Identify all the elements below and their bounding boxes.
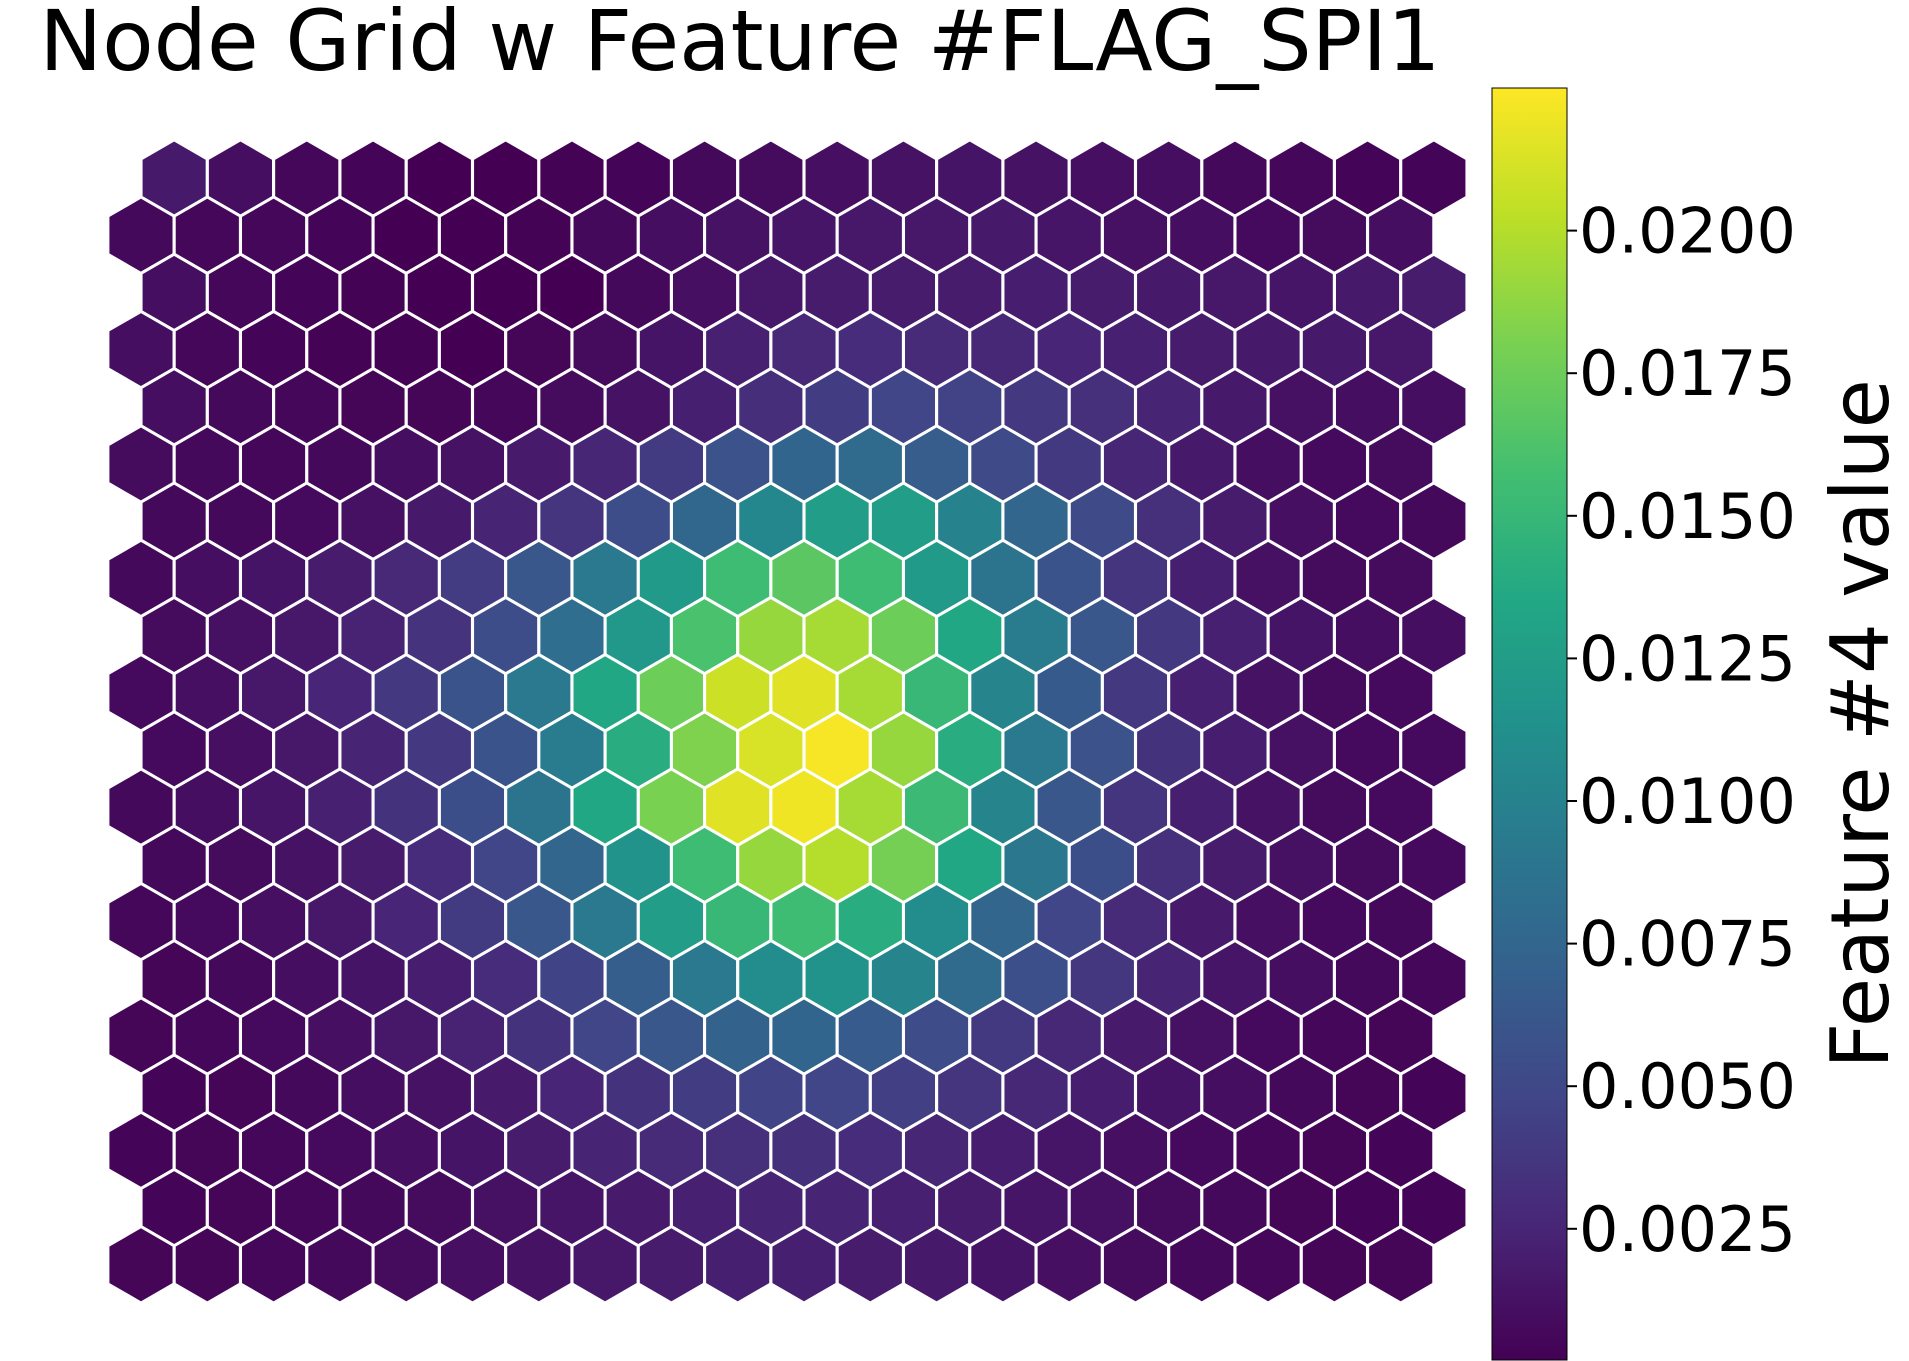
colorbar-tick-label: 0.0125	[1579, 622, 1796, 695]
colorbar-tick-label: 0.0050	[1579, 1050, 1796, 1123]
chart-title: Node Grid w Feature #FLAG_SPI1	[39, 0, 1440, 90]
colorbar-tick-label: 0.0150	[1579, 480, 1796, 553]
hex-grid	[106, 138, 1469, 1305]
colorbar	[1491, 87, 1568, 1361]
colorbar-ticks: 0.0025 0.0050 0.0075 0.0100 0.0125 0.0150 0.01…	[1567, 195, 1796, 1266]
colorbar-tick-label: 0.0025	[1579, 1193, 1796, 1266]
colorbar-tick-label: 0.0200	[1579, 195, 1796, 268]
colorbar-tick-label: 0.0175	[1579, 337, 1796, 410]
colorbar-tick-label: 0.0100	[1579, 765, 1796, 838]
colorbar-tick-label: 0.0075	[1579, 908, 1796, 981]
hex-cell-r19-c19	[1366, 1224, 1436, 1305]
colorbar-label: Feature #4 value	[1814, 379, 1907, 1069]
